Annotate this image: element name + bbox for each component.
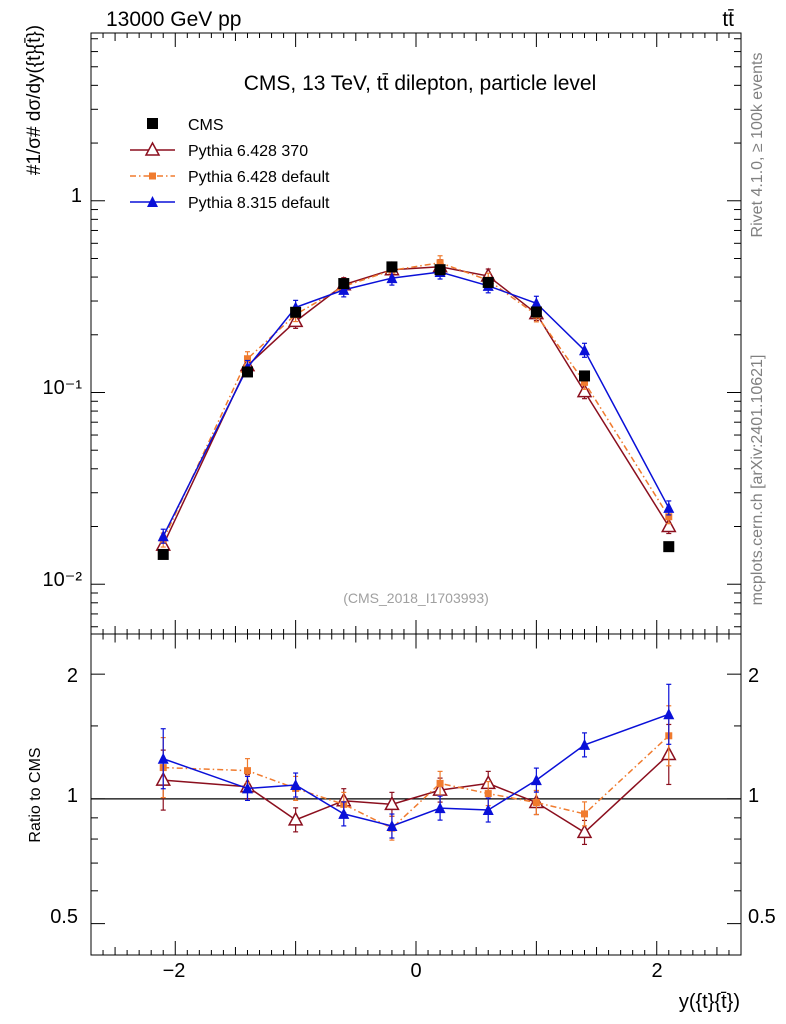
ratio-series-group xyxy=(155,683,677,846)
xtick-label-neg2: −2 xyxy=(163,960,186,982)
ratio-ytick-label-1: 1 xyxy=(67,785,78,807)
ratio-line-py6-370 xyxy=(163,753,670,834)
main-point-cms xyxy=(434,264,446,276)
plot-title: CMS, 13 TeV, tt̄ dilepton, particle leve… xyxy=(244,72,597,95)
ratio-point-py8 xyxy=(386,820,398,832)
main-line-py8 xyxy=(162,271,670,537)
main-series-py6-370 xyxy=(155,258,677,553)
ratio-plot-frame xyxy=(90,633,742,956)
main-line-py6-370 xyxy=(162,265,670,546)
ratio-point-py8 xyxy=(290,779,302,791)
ratio-ytick-label-right-1: 1 xyxy=(748,785,759,807)
main-point-py8 xyxy=(157,530,169,542)
legend-cms-marker xyxy=(147,118,158,129)
main-point-py8 xyxy=(663,501,675,513)
main-point-py8 xyxy=(579,344,591,356)
main-point-py8 xyxy=(386,272,398,284)
main-series-group xyxy=(155,255,677,560)
main-point-py8 xyxy=(338,283,350,295)
legend-py6-370-label: Pythia 6.428 370 xyxy=(188,143,308,160)
analysis-watermark: (CMS_2018_I1703993) xyxy=(343,590,489,606)
main-point-cms xyxy=(241,366,253,378)
main-ylabel: #1/σ# dσ/dy({t}{t̄}) xyxy=(24,25,45,175)
main-series-py8 xyxy=(157,264,675,544)
ratio-point-py6-default xyxy=(484,790,492,798)
ratio-point-py8 xyxy=(241,782,253,794)
ratio-point-py8 xyxy=(530,774,542,786)
header-left: 13000 GeV pp xyxy=(106,8,242,31)
legend-cms-label: CMS xyxy=(188,117,224,134)
legend: CMS Pythia 6.428 370 Pythia 6.428 defaul… xyxy=(130,117,330,212)
main-point-py6-default xyxy=(665,513,673,521)
main-point-cms xyxy=(290,306,302,318)
main-point-cms xyxy=(530,306,542,318)
ratio-point-py6-370 xyxy=(384,795,400,811)
legend-py6-370-marker xyxy=(144,141,161,156)
ratio-ytick-label-right-0.5: 0.5 xyxy=(748,906,776,928)
ratio-point-py8 xyxy=(482,804,494,816)
legend-py8-marker xyxy=(147,196,158,207)
ratio-point-py6-default xyxy=(581,810,589,818)
main-line-py6-default xyxy=(162,261,670,541)
ratio-point-py6-370 xyxy=(576,823,593,839)
main-point-py6-default xyxy=(581,378,589,386)
ratio-ylabel: Ratio to CMS xyxy=(27,747,44,842)
ratio-point-py6-default xyxy=(243,767,251,775)
main-point-cms xyxy=(386,261,398,273)
main-point-cms xyxy=(579,370,591,382)
ratio-ytick-label-2: 2 xyxy=(67,665,78,687)
legend-py8-label: Pythia 8.315 default xyxy=(188,195,330,212)
legend-item-py6-default: Pythia 6.428 default xyxy=(130,169,330,186)
main-point-py6-370 xyxy=(576,383,593,398)
legend-py6-default-marker xyxy=(149,172,156,180)
main-ytick-label-0.1: 10⁻¹ xyxy=(43,377,83,399)
main-ytick-label-0.01: 10⁻² xyxy=(43,569,83,591)
xaxis-label: y({t}{t̄}) xyxy=(679,991,740,1013)
main-series-py6-default xyxy=(159,255,673,548)
ratio-line-py8 xyxy=(162,713,670,827)
ratio-point-py8 xyxy=(579,738,591,750)
main-point-cms xyxy=(157,548,169,560)
main-point-cms xyxy=(482,276,494,288)
ratio-series-py8 xyxy=(157,683,675,839)
legend-item-py8: Pythia 8.315 default xyxy=(130,195,330,212)
header-right: tt̄ xyxy=(722,8,734,31)
ratio-line-py6-default xyxy=(163,735,670,830)
ratio-point-py8 xyxy=(434,802,446,814)
ratio-series-py6-default xyxy=(159,705,673,841)
ratio-point-py8 xyxy=(663,708,675,720)
legend-py6-default-label: Pythia 6.428 default xyxy=(188,169,330,186)
main-ytick-label-1: 1 xyxy=(71,185,82,207)
axis-ticks xyxy=(91,33,741,955)
main-point-cms xyxy=(338,278,350,290)
xtick-label-0: 0 xyxy=(410,960,421,982)
legend-item-cms: CMS xyxy=(147,117,224,134)
ratio-point-py6-default xyxy=(436,779,444,787)
mcplots-label: mcplots.cern.ch [arXiv:2401.10621] xyxy=(749,355,766,606)
main-point-cms xyxy=(663,541,675,553)
xtick-label-2: 2 xyxy=(651,960,662,982)
main-series-cms xyxy=(157,261,675,560)
ratio-point-py6-370 xyxy=(287,811,304,826)
ratio-point-py6-default xyxy=(532,799,540,807)
ratio-point-py8 xyxy=(157,752,169,764)
rivet-label: Rivet 4.1.0, ≥ 100k events xyxy=(749,53,766,238)
ratio-point-py8 xyxy=(338,807,350,819)
ratio-ytick-label-0.5: 0.5 xyxy=(50,906,78,928)
main-point-py6-default xyxy=(436,259,444,267)
main-point-py6-default xyxy=(243,355,251,363)
legend-item-py6-370: Pythia 6.428 370 xyxy=(130,141,308,160)
main-point-py6-370 xyxy=(661,517,677,533)
ratio-ytick-label-right-2: 2 xyxy=(748,665,759,687)
main-point-py8 xyxy=(530,297,542,309)
